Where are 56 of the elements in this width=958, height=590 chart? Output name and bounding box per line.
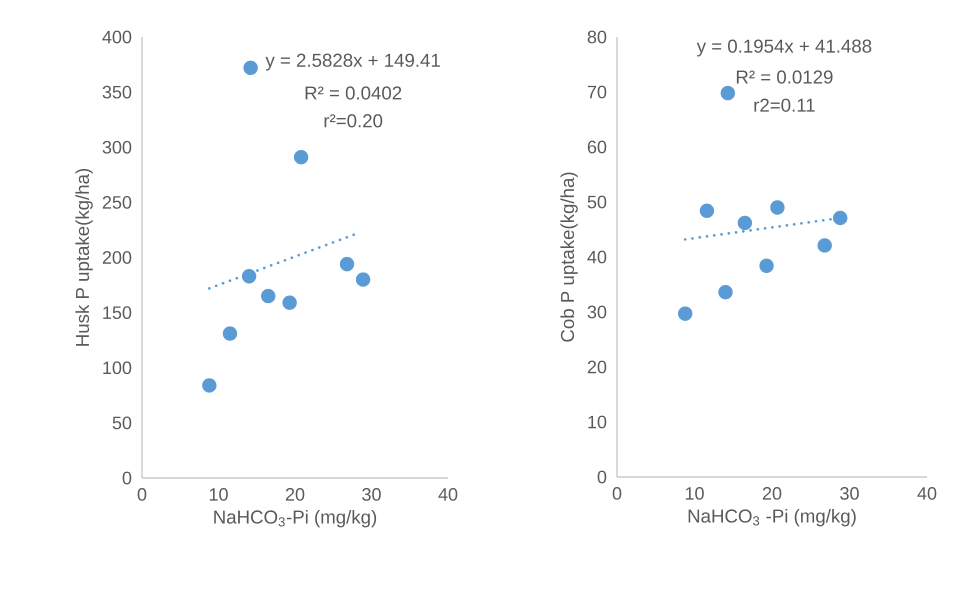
x-tick-label: 20 (286, 488, 304, 501)
x-tick-label: 20 (762, 487, 782, 500)
x-axis-title: NaHCO$_{3}$ -Pi (mg/kg) (688, 508, 856, 526)
point (356, 272, 370, 287)
x-tick-label: 40 (438, 488, 458, 501)
annotation: y = 2.5828x + 149.41 (265, 54, 440, 71)
x-tick-label: 40 (917, 487, 936, 500)
point (678, 306, 692, 321)
point (818, 238, 832, 253)
y-tick-label: 60 (588, 140, 606, 154)
y-tick-label: 80 (588, 30, 606, 44)
y-tick-label: 100 (103, 361, 132, 374)
point (222, 326, 238, 341)
point (282, 296, 297, 310)
y-tick-label: 50 (112, 416, 132, 430)
point (242, 269, 256, 284)
x-tick-label: 0 (138, 488, 146, 501)
x-axis-title: NaHCO$_{3}$-Pi (mg/kg) (214, 510, 376, 528)
y-axis-title: Cob P uptake(kg/ha) (560, 172, 578, 342)
annotation: r2=0.11 (754, 98, 815, 112)
point (718, 285, 733, 300)
point (243, 60, 258, 76)
y-tick-label: 30 (588, 306, 606, 318)
point (738, 216, 752, 230)
y-axis-title: Husk P uptake(kg/ha) (75, 168, 93, 346)
annotation: y = 0.1954x + 41.488 (696, 40, 872, 56)
y-tick-label: 0 (122, 472, 132, 484)
point (720, 86, 736, 100)
y-tick-label: 400 (102, 30, 132, 44)
y-tick-label: 50 (588, 196, 606, 208)
y-tick-label: 200 (102, 251, 132, 264)
y-tick-label: 250 (102, 196, 132, 209)
point (759, 258, 774, 274)
x-tick-label: 30 (840, 487, 859, 500)
y-tick-label: 20 (588, 360, 606, 374)
point (202, 378, 217, 393)
point (700, 204, 714, 218)
point (294, 150, 308, 164)
point (833, 210, 848, 226)
y-tick-label: 40 (587, 250, 606, 264)
y-tick-label: 150 (103, 306, 132, 319)
annotation: R² = 0.0402 (306, 86, 402, 100)
annotation: r²=0.20 (324, 114, 382, 128)
annotation: R² = 0.0129 (736, 70, 833, 84)
y-tick-label: 10 (588, 416, 606, 428)
y-tick-label: 70 (588, 86, 606, 98)
x-tick-label: 30 (362, 488, 381, 501)
x-tick-label: 10 (686, 487, 704, 500)
y-tick-label: 300 (102, 140, 132, 154)
y-tick-label: 0 (598, 470, 606, 484)
x-tick-label: 10 (210, 488, 228, 501)
point (261, 288, 276, 304)
point (340, 256, 354, 272)
x-tick-label: 0 (612, 487, 622, 500)
point (770, 200, 785, 215)
y-tick-label: 350 (102, 86, 132, 98)
